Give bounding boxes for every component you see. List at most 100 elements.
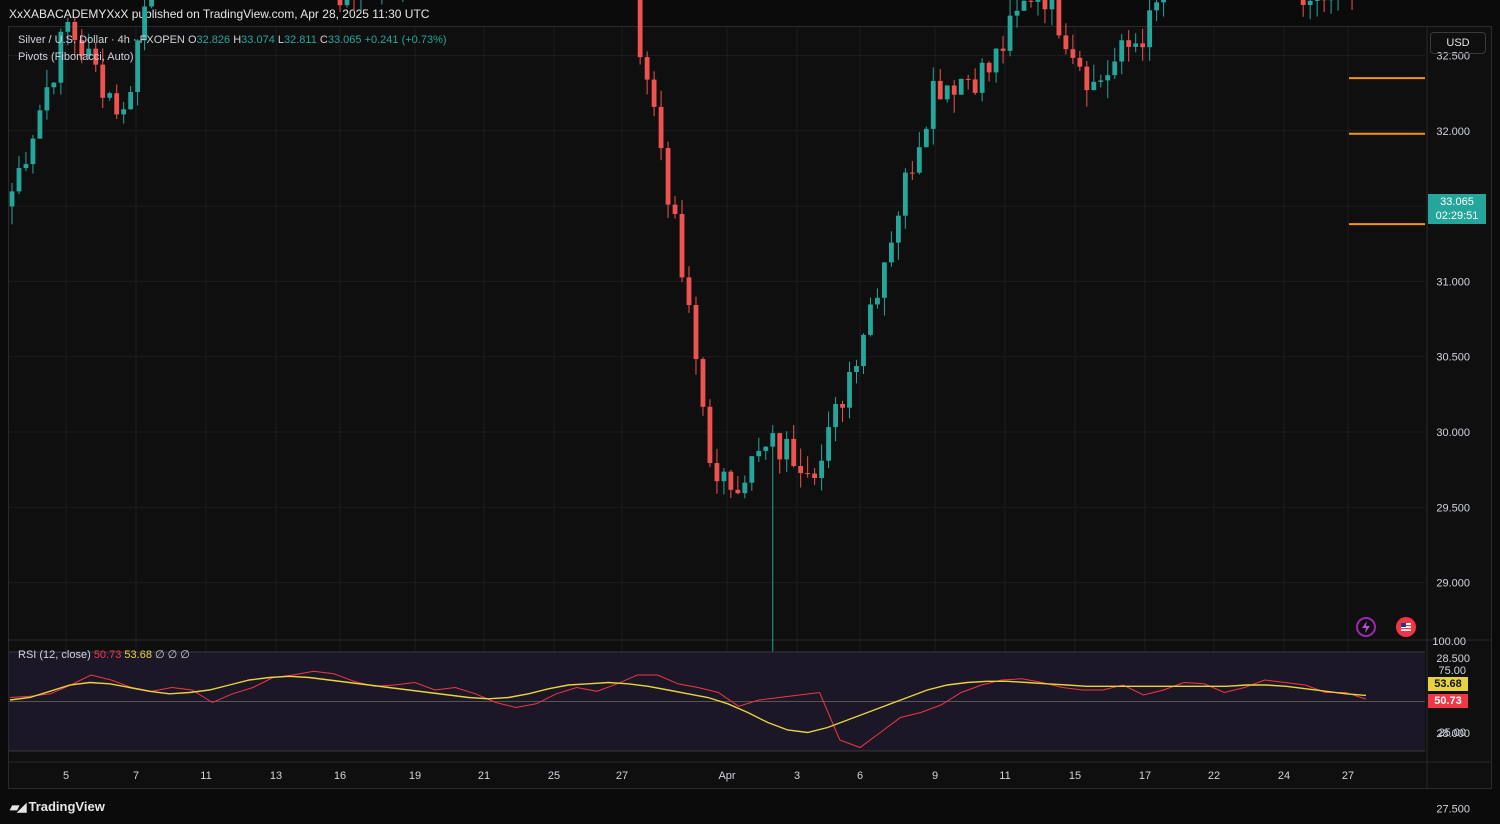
low-value: 32.811 xyxy=(284,34,317,46)
candle-body xyxy=(651,79,657,107)
candle-body xyxy=(882,262,887,298)
candle-body xyxy=(86,48,92,57)
time-tick-label: 25 xyxy=(548,770,560,782)
candle-body xyxy=(840,404,845,408)
open-value: 32.826 xyxy=(196,34,231,46)
candle-body xyxy=(93,48,99,65)
rsi-line xyxy=(9,670,1367,749)
pivots-indicator-label[interactable]: Pivots (Fibonacci, Auto) xyxy=(18,51,134,63)
candle-body xyxy=(875,297,880,305)
candle-body xyxy=(979,62,985,93)
candle-body xyxy=(944,85,950,100)
time-tick-label: 3 xyxy=(794,770,800,782)
candle-body xyxy=(644,57,650,80)
high-label: H xyxy=(233,34,242,46)
candle-body xyxy=(1000,48,1006,51)
candle-body xyxy=(1063,35,1069,50)
candle-body xyxy=(763,446,769,451)
candle-body xyxy=(679,213,685,278)
price-tick-label: 32.000 xyxy=(1436,126,1470,138)
candle-body xyxy=(65,22,71,32)
candle-body xyxy=(1007,15,1013,51)
candle-body xyxy=(72,22,78,41)
candle-body xyxy=(16,168,22,192)
candle-body xyxy=(770,433,776,447)
candle-body xyxy=(37,110,43,139)
low-label: L xyxy=(277,34,285,46)
candle-body xyxy=(1014,10,1020,16)
tradingview-logo-icon: ▰◢ xyxy=(10,799,27,814)
rsi-header[interactable]: RSI (12, close) 50.73 53.68 ∅ ∅ ∅ xyxy=(18,648,190,661)
candle-body xyxy=(637,0,643,58)
ohlc-header: Silver / U.S. Dollar · 4h · FXOPEN O32.8… xyxy=(18,34,447,46)
candle-body xyxy=(819,460,825,479)
lightning-icon[interactable] xyxy=(1356,617,1376,637)
rsi-tick-label: 25.00 xyxy=(1438,727,1466,739)
candle-body xyxy=(749,456,755,483)
candle-body xyxy=(728,471,734,490)
last-price: 33.065 xyxy=(1440,196,1474,208)
candle-body xyxy=(742,482,748,494)
time-tick-label: 11 xyxy=(999,770,1010,782)
rsi-ma-tag: 53.68 xyxy=(1428,677,1468,691)
candle-body xyxy=(812,473,818,479)
time-tick-label: 9 xyxy=(932,770,938,782)
time-tick-label: 6 xyxy=(857,770,863,782)
close-value: 33.065 xyxy=(327,34,362,46)
rsi-tick-label: 100.00 xyxy=(1432,636,1466,648)
flag-icon[interactable] xyxy=(1396,617,1416,637)
tradingview-brand[interactable]: ▰◢ TradingView xyxy=(10,799,105,814)
candle-body xyxy=(930,80,936,129)
candle-body xyxy=(714,463,720,482)
candle-body xyxy=(114,93,120,115)
candle-body xyxy=(972,79,978,93)
symbol-title[interactable]: Silver / U.S. Dollar · 4h · FXOPEN xyxy=(18,34,185,46)
candle-body xyxy=(784,438,790,460)
candle-body xyxy=(51,82,57,88)
price-tick-label: 28.000 xyxy=(1436,728,1470,740)
candle-body xyxy=(1300,0,1306,5)
candle-body xyxy=(1133,43,1139,47)
candle-body xyxy=(902,172,908,216)
candle-body xyxy=(1314,0,1320,1)
candle-body xyxy=(756,450,762,457)
candle-body xyxy=(665,148,671,205)
candle-body xyxy=(889,242,894,263)
candle-body xyxy=(1307,0,1313,5)
candle-body xyxy=(721,471,727,482)
open-label: O xyxy=(187,34,197,46)
high-value: 33.074 xyxy=(241,34,275,46)
candle-body xyxy=(1091,81,1097,91)
candle-body xyxy=(993,48,999,73)
candle-body xyxy=(895,215,901,243)
time-tick-label: 27 xyxy=(616,770,628,782)
candle-body xyxy=(707,406,713,464)
price-tick-label: 30.500 xyxy=(1436,352,1470,364)
time-tick-label: 16 xyxy=(334,770,346,782)
candle-body xyxy=(965,78,971,80)
candle-body xyxy=(951,85,957,95)
candle-body xyxy=(337,0,343,6)
bar-countdown: 02:29:51 xyxy=(1435,210,1479,222)
candle-body xyxy=(958,78,964,95)
candle-body xyxy=(805,473,811,475)
candle-body xyxy=(693,305,699,360)
candle-body xyxy=(100,64,106,98)
candle-body xyxy=(735,489,741,494)
price-tick-label: 30.000 xyxy=(1436,427,1470,439)
candle-body xyxy=(344,0,350,6)
rsi-extra: ∅ ∅ ∅ xyxy=(155,649,190,661)
candle-body xyxy=(1147,10,1153,48)
time-tick-label: 7 xyxy=(133,770,139,782)
brand-label: TradingView xyxy=(28,799,105,814)
time-tick-label: 13 xyxy=(270,770,282,782)
price-tick-label: 29.000 xyxy=(1436,578,1470,590)
candle-body xyxy=(1154,2,1160,11)
time-tick-label: 5 xyxy=(63,770,69,782)
candle-body xyxy=(1077,57,1083,67)
candle-body xyxy=(1070,49,1076,58)
currency-button[interactable]: USD xyxy=(1430,32,1486,54)
time-tick-label: 22 xyxy=(1208,770,1220,782)
candle-body xyxy=(128,92,134,110)
